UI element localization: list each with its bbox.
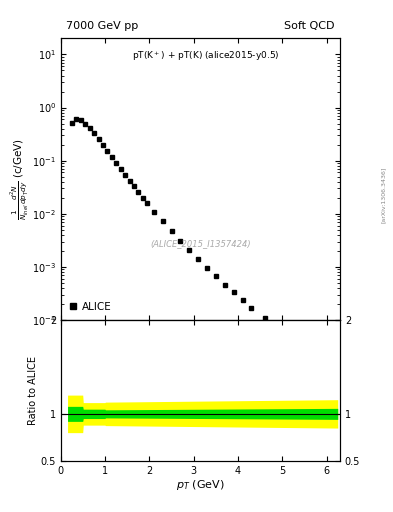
Text: pT(K$^+$) + pT(K) (alice2015-y0.5): pT(K$^+$) + pT(K) (alice2015-y0.5) <box>132 50 280 63</box>
ALICE <box>145 200 150 206</box>
Text: Soft QCD: Soft QCD <box>284 22 334 31</box>
ALICE <box>160 218 165 224</box>
ALICE <box>96 136 101 142</box>
ALICE <box>222 282 227 288</box>
ALICE <box>101 142 105 148</box>
X-axis label: $p_T$ (GeV): $p_T$ (GeV) <box>176 478 225 493</box>
ALICE <box>70 119 74 125</box>
ALICE <box>87 125 92 131</box>
ALICE <box>140 195 145 201</box>
ALICE <box>92 130 97 136</box>
ALICE <box>132 183 136 189</box>
ALICE <box>169 228 174 234</box>
Y-axis label: Ratio to ALICE: Ratio to ALICE <box>28 356 38 425</box>
Text: 7000 GeV pp: 7000 GeV pp <box>66 22 139 31</box>
ALICE <box>178 238 183 244</box>
ALICE <box>105 147 110 154</box>
ALICE <box>83 120 88 126</box>
ALICE <box>127 178 132 184</box>
ALICE <box>205 265 209 271</box>
ALICE <box>196 256 200 262</box>
Legend: ALICE: ALICE <box>66 298 115 315</box>
ALICE <box>114 160 119 166</box>
ALICE <box>289 331 294 337</box>
ALICE <box>320 349 325 355</box>
Line: ALICE: ALICE <box>70 116 325 354</box>
Text: (ALICE_2015_I1357424): (ALICE_2015_I1357424) <box>150 240 251 248</box>
ALICE <box>240 297 245 303</box>
Y-axis label: $\frac{1}{N_{inel}}\frac{d^2N}{dp_{T}dy}$ (c/GeV): $\frac{1}{N_{inel}}\frac{d^2N}{dp_{T}dy}… <box>9 138 31 220</box>
ALICE <box>74 116 79 122</box>
ALICE <box>79 117 83 123</box>
ALICE <box>118 166 123 172</box>
ALICE <box>302 339 307 346</box>
ALICE <box>123 172 127 178</box>
ALICE <box>152 208 156 215</box>
ALICE <box>231 289 236 295</box>
ALICE <box>136 188 141 195</box>
Text: [arXiv:1306.3436]: [arXiv:1306.3436] <box>381 166 386 223</box>
ALICE <box>213 273 218 280</box>
ALICE <box>249 305 254 311</box>
ALICE <box>262 315 267 321</box>
ALICE <box>187 247 192 253</box>
ALICE <box>275 323 280 329</box>
ALICE <box>110 154 114 160</box>
